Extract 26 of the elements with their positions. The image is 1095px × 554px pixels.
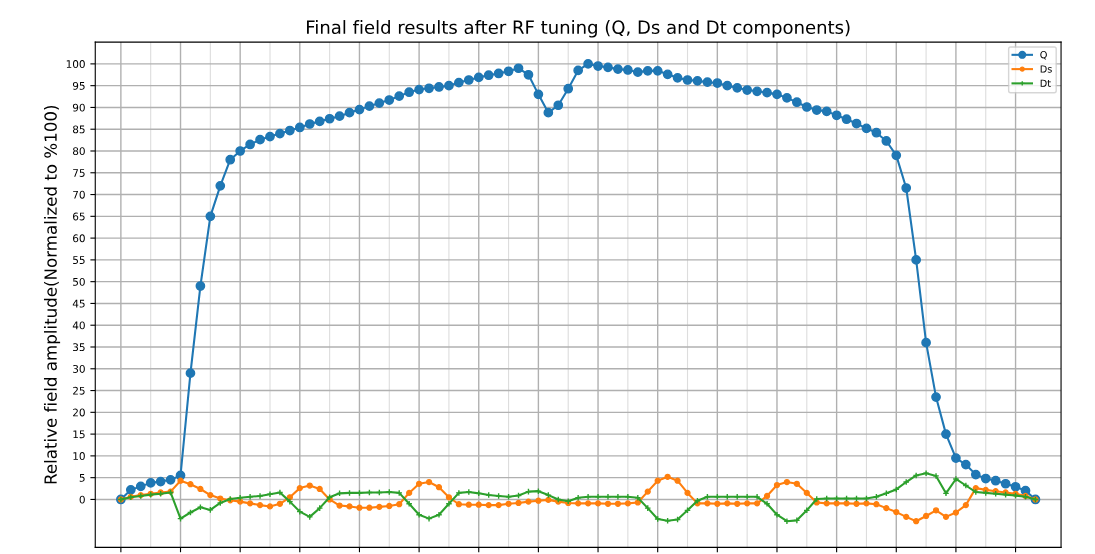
y-tick-label: 10 bbox=[73, 452, 85, 460]
y-tick-label: 65 bbox=[73, 212, 85, 221]
y-tick-label: 50 bbox=[73, 277, 85, 286]
y-axis-title: Relative field amplitude(Normalized to %100) bbox=[43, 105, 61, 484]
legend-label: Q bbox=[1040, 51, 1047, 60]
y-tick-label: 20 bbox=[73, 408, 85, 417]
y-tick-label: 75 bbox=[73, 169, 85, 177]
legend-label: Dt bbox=[1040, 79, 1051, 87]
y-tick-label: 100 bbox=[66, 60, 85, 68]
y-tick-label: 40 bbox=[72, 321, 85, 330]
y-tick-label: 25 bbox=[73, 386, 85, 395]
y-tick-label: 60 bbox=[73, 234, 85, 243]
y-tick-label: 35 bbox=[73, 343, 85, 352]
y-tick-label: 5 bbox=[79, 474, 85, 482]
y-tick-label: 55 bbox=[73, 256, 85, 264]
y-tick-label: 15 bbox=[73, 430, 85, 439]
y-tick-label: 90 bbox=[72, 103, 85, 112]
y-tick-label: 70 bbox=[73, 190, 85, 199]
y-tick-label: 0 bbox=[79, 495, 85, 504]
legend-label: Ds bbox=[1040, 65, 1052, 73]
y-tick-label: 30 bbox=[73, 365, 85, 373]
y-tick-label: 45 bbox=[72, 299, 85, 308]
y-tick-label: 95 bbox=[72, 81, 85, 90]
y-tick-label: 80 bbox=[72, 147, 85, 156]
chart-title: Final field results after RF tuning (Q, Ds and Dt components) bbox=[307, 20, 850, 38]
y-tick-label: 85 bbox=[72, 125, 85, 134]
